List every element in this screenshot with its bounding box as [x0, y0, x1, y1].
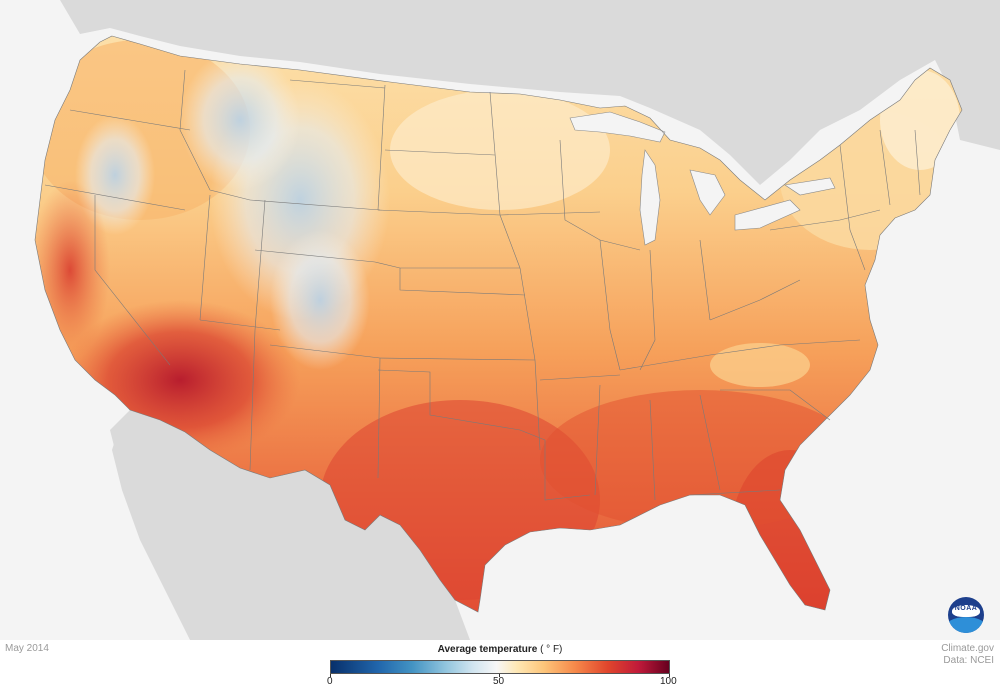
map-area: NOAA [0, 0, 1000, 640]
mexico-land [110, 410, 470, 640]
legend-tick-mark-mid [499, 674, 500, 677]
legend-color-bar [330, 660, 670, 674]
legend-tick-max: 100 [660, 676, 677, 687]
baja-land [112, 425, 215, 640]
footer: May 2014 Climate.gov Data: NCEI Average … [0, 640, 1000, 690]
state-borders [34, 35, 963, 613]
credit-site: Climate.gov [941, 643, 994, 654]
great-lakes [569, 111, 836, 246]
temperature-map [34, 0, 1000, 640]
noaa-bird-icon [952, 605, 980, 617]
noaa-logo: NOAA [948, 597, 984, 633]
legend-tick-mark-max [669, 674, 670, 677]
credits: Climate.gov Data: NCEI [941, 643, 994, 667]
legend-tick-min: 0 [327, 676, 333, 687]
credit-data: Data: NCEI [943, 655, 994, 666]
legend-tick-mid: 50 [493, 676, 505, 687]
legend-title-text: Average temperature [437, 644, 538, 655]
legend-tick-mark-min [330, 674, 331, 677]
noaa-logo-text: NOAA [954, 605, 978, 612]
canada-land [60, 0, 1000, 185]
legend-title: Average temperature ( ° F) [330, 644, 670, 655]
noaa-wave-icon [948, 617, 984, 633]
date-label: May 2014 [5, 643, 49, 654]
legend-unit: ( ° F) [540, 644, 563, 655]
